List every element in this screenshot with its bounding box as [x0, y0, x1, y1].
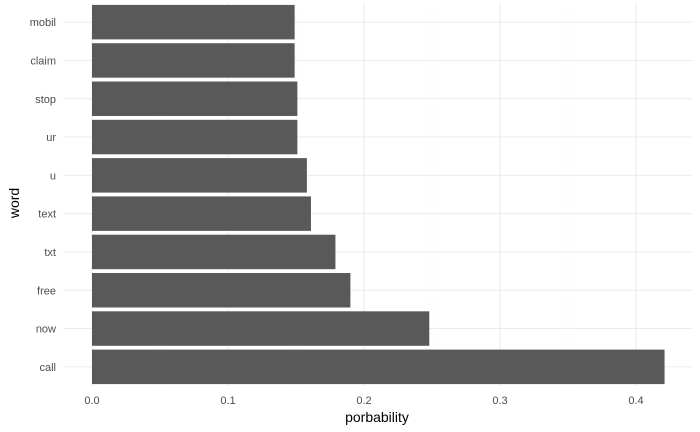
x-tick-label: 0.0 [84, 395, 99, 407]
bar-stop [92, 81, 298, 116]
y-tick-label: ur [46, 132, 56, 144]
bar-now [92, 311, 430, 346]
bar-u [92, 158, 307, 193]
bar-text [92, 196, 311, 231]
y-tick-label: now [36, 324, 56, 336]
y-tick-labels: call now free txt text u ur stop claim mobil [30, 17, 57, 374]
y-tick-label: claim [30, 55, 56, 67]
y-tick-label: call [39, 362, 56, 374]
bar-ur [92, 119, 298, 155]
x-tick-label: 0.3 [492, 395, 507, 407]
bar-txt [92, 234, 336, 270]
bar-call [92, 349, 665, 385]
y-tick-label: stop [35, 94, 56, 106]
x-tick-labels: 0.0 0.1 0.2 0.3 0.4 [84, 395, 643, 407]
bar-free [92, 273, 351, 308]
x-tick-label: 0.1 [220, 395, 235, 407]
bar-mobil [92, 4, 295, 40]
y-tick-label: u [50, 170, 56, 182]
x-axis-title: porbability [345, 409, 409, 425]
y-axis-title: word [6, 188, 22, 219]
x-tick-label: 0.4 [628, 395, 643, 407]
y-tick-label: txt [44, 247, 56, 259]
bars [92, 4, 665, 385]
y-tick-label: mobil [30, 17, 56, 29]
y-tick-label: free [37, 285, 56, 297]
x-tick-label: 0.2 [356, 395, 371, 407]
bar-claim [92, 43, 295, 78]
y-tick-label: text [38, 209, 56, 221]
